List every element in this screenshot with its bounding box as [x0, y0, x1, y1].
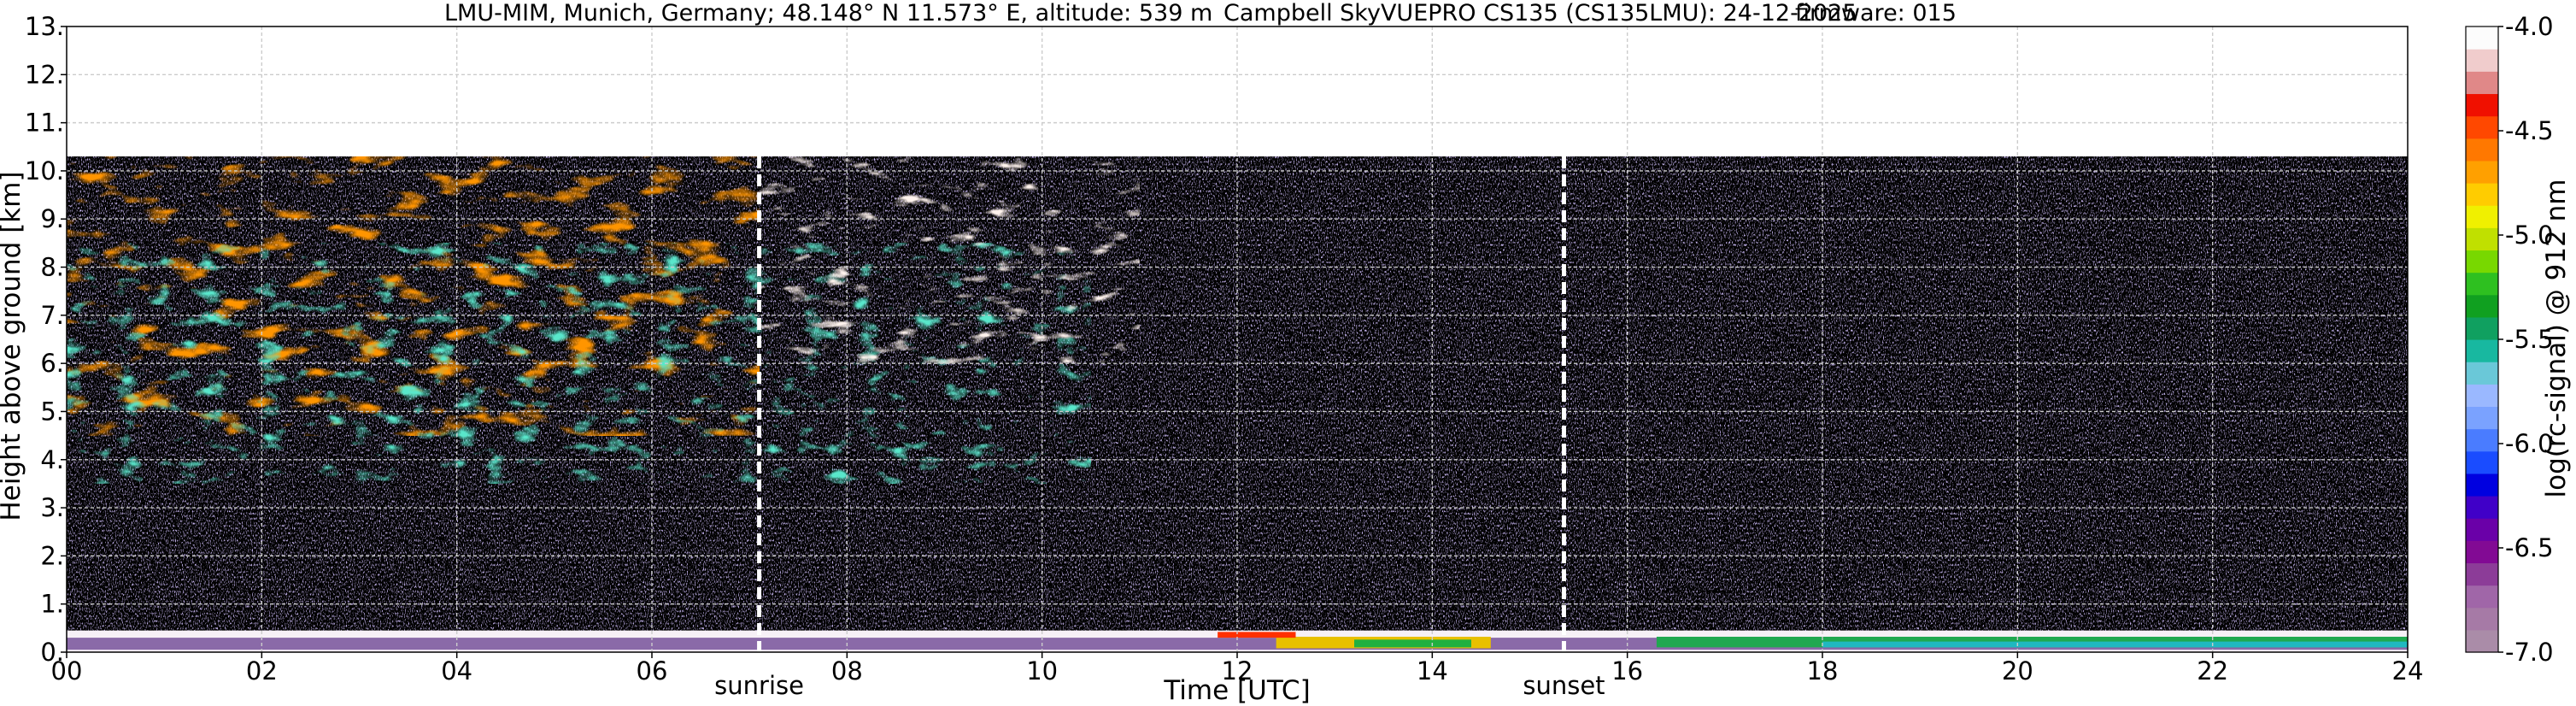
colorbar-segment	[2466, 496, 2498, 519]
colorbar-segment	[2466, 26, 2498, 50]
colorbar-segment	[2466, 629, 2498, 653]
sunrise-label: sunrise	[714, 671, 804, 700]
colorbar-segment	[2466, 316, 2498, 340]
colorbar-segment	[2466, 138, 2498, 162]
grid-lines	[67, 26, 2408, 652]
colorbar-label: log(rc-signal) @ 912 nm	[2541, 179, 2572, 497]
colorbar-segment	[2466, 607, 2498, 631]
sun-markers: sunrise sunset	[714, 156, 1605, 700]
x-tick-label: 12	[1222, 656, 1253, 685]
x-tick-label: 20	[2002, 656, 2033, 685]
x-tick-label: 14	[1417, 656, 1448, 685]
colorbar-segment	[2466, 473, 2498, 497]
sunset-label: sunset	[1523, 671, 1605, 700]
colorbar-tick-label: -6.0	[2505, 429, 2554, 458]
colorbar-segment	[2466, 71, 2498, 95]
y-tick-label: 6.	[40, 349, 64, 378]
x-tick-label: 10	[1026, 656, 1058, 685]
colorbar-segment	[2466, 183, 2498, 206]
x-tick-label: 04	[441, 656, 472, 685]
x-axis-ticks: 00 02 04 06 08 10 12 14 16 18 20 22 24	[51, 652, 2424, 685]
x-tick-label: 18	[1807, 656, 1839, 685]
y-tick-label: 1.	[40, 590, 64, 619]
colorbar-segment	[2466, 294, 2498, 318]
colorbar-segment	[2466, 227, 2498, 251]
colorbar-tick-label: -5.5	[2505, 325, 2554, 354]
plot-area: sunrise sunset	[66, 26, 2409, 700]
colorbar-segment	[2466, 518, 2498, 541]
colorbar-ticks: -4.0 -4.5 -5.0 -5.5 -6.0 -6.5 -7.0	[2498, 12, 2554, 667]
y-tick-label: 8.	[40, 253, 64, 282]
colorbar-segment	[2466, 93, 2498, 117]
y-tick-label: 7.	[40, 301, 64, 330]
y-axis-label: Height above ground [km]	[0, 171, 26, 521]
x-tick-label: 22	[2197, 656, 2228, 685]
colorbar-segment	[2466, 339, 2498, 362]
x-tick-label: 00	[51, 656, 83, 685]
y-tick-label: 13.	[25, 12, 64, 41]
colorbar-segment	[2466, 384, 2498, 408]
y-tick-label: 3.	[40, 493, 64, 522]
colorbar-segment	[2466, 272, 2498, 296]
y-tick-label: 0.	[40, 638, 64, 667]
colorbar-tick-label: -4.5	[2505, 116, 2554, 145]
chart-title-firmware: firmware: 015	[1795, 0, 1957, 26]
colorbar-tick-label: -5.0	[2505, 221, 2554, 250]
colorbar-segment	[2466, 428, 2498, 452]
colorbar-segment	[2466, 115, 2498, 139]
y-tick-label: 12.	[25, 60, 64, 89]
y-tick-label: 2.	[40, 541, 64, 570]
colorbar-segment	[2466, 406, 2498, 430]
cloud-signal-bright	[759, 156, 1140, 364]
x-tick-label: 02	[246, 656, 278, 685]
y-axis-ticks: 0. 1. 2. 3. 4. 5. 6. 7. 8. 9. 10. 11. 12. 13.	[25, 12, 67, 667]
colorbar-segment	[2466, 362, 2498, 385]
x-tick-label: 08	[831, 656, 863, 685]
ground-signal-green-mid	[1354, 639, 1471, 648]
x-tick-label: 24	[2392, 656, 2424, 685]
colorbar-segment	[2466, 585, 2498, 609]
colorbar-segment	[2466, 562, 2498, 586]
x-tick-label: 16	[1611, 656, 1643, 685]
y-tick-label: 9.	[40, 204, 64, 233]
y-tick-label: 4.	[40, 445, 64, 474]
ground-signal-cyan-late	[1822, 641, 2408, 648]
chart-title-location: LMU-MIM, Munich, Germany; 48.148° N 11.5…	[444, 0, 1212, 26]
colorbar-tick-label: -4.0	[2505, 12, 2554, 41]
x-tick-label: 06	[637, 656, 668, 685]
colorbar-segment	[2466, 160, 2498, 184]
colorbar-tick-label: -7.0	[2505, 638, 2554, 667]
chart-title-instrument: Campbell SkyVUEPRO CS135 (CS135LMU): 24-…	[1223, 0, 1857, 26]
colorbar-segment	[2466, 205, 2498, 228]
colorbar-segment	[2466, 250, 2498, 274]
y-tick-label: 10.	[25, 156, 64, 185]
colorbar-segment	[2466, 540, 2498, 564]
colorbar	[2465, 26, 2499, 653]
colorbar-segment	[2466, 450, 2498, 474]
y-tick-label: 11.	[25, 109, 64, 138]
colorbar-tick-label: -6.5	[2505, 533, 2554, 562]
x-axis-label: Time [UTC]	[1163, 675, 1310, 706]
ground-signal-red	[1218, 632, 1296, 638]
y-tick-label: 5.	[40, 397, 64, 426]
colorbar-segment	[2466, 49, 2498, 72]
